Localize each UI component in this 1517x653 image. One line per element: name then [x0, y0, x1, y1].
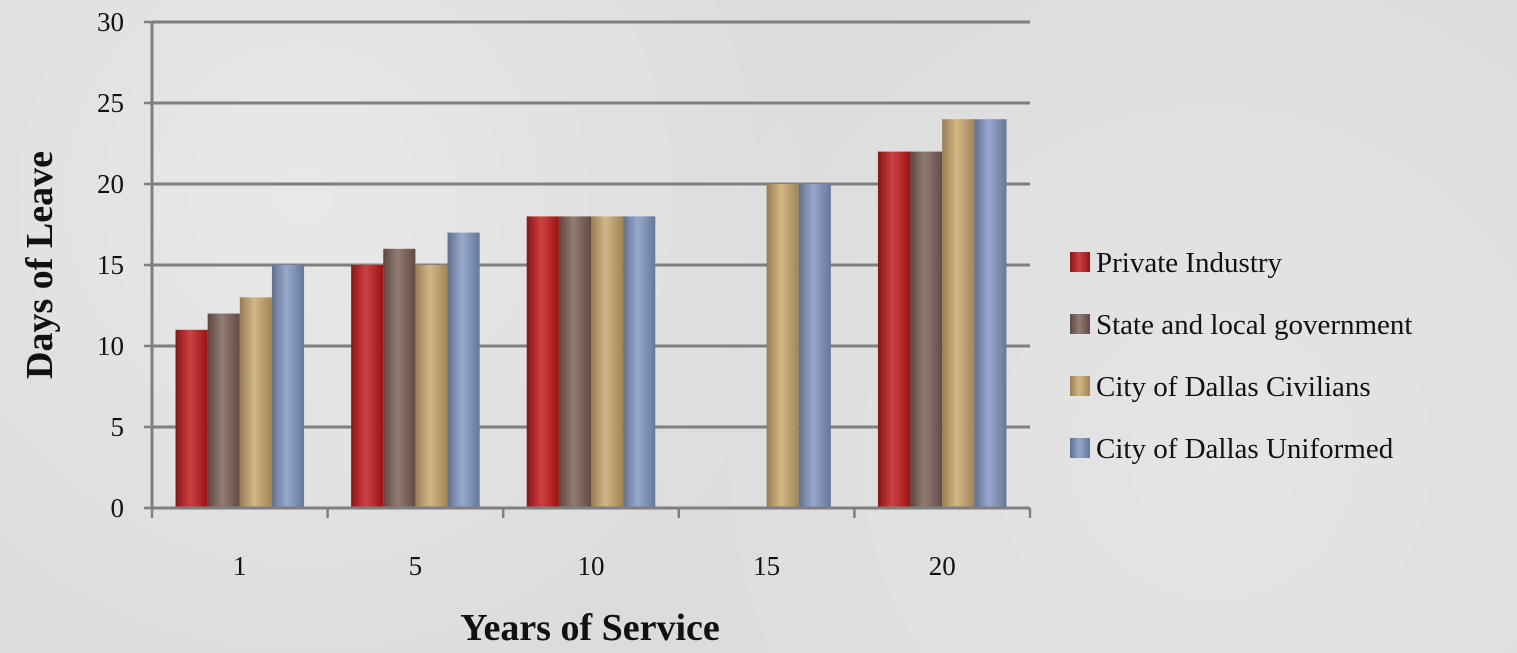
bar-private-industry-1 — [175, 329, 208, 508]
bar-city-of-dallas-uniformed-5 — [447, 232, 480, 508]
y-tick-label: 25 — [97, 88, 124, 118]
bars — [175, 119, 1007, 509]
legend-swatch — [1070, 438, 1090, 458]
bar-city-of-dallas-uniformed-1 — [271, 265, 305, 508]
bar-city-of-dallas-uniformed-20 — [974, 119, 1007, 508]
y-tick-label: 20 — [97, 169, 124, 199]
legend-item: State and local government — [1070, 309, 1412, 341]
y-tick-label: 15 — [97, 250, 124, 280]
y-tick-label: 30 — [97, 7, 124, 37]
bar-private-industry-20 — [877, 151, 911, 508]
x-tick-label: 5 — [409, 551, 423, 581]
legend-label: City of Dallas Uniformed — [1096, 433, 1394, 465]
bar-city-of-dallas-civilians-5 — [415, 265, 448, 508]
y-tick-label: 10 — [97, 331, 124, 361]
bar-city-of-dallas-civilians-10 — [591, 216, 624, 508]
legend-item: City of Dallas Civilians — [1070, 371, 1371, 403]
y-tick-label: 5 — [111, 412, 125, 442]
bar-state-and-local-government-5 — [383, 248, 416, 509]
bar-city-of-dallas-civilians-15 — [766, 184, 799, 508]
x-tick-label: 1 — [233, 551, 247, 581]
legend-swatch — [1070, 314, 1090, 334]
bar-state-and-local-government-10 — [558, 216, 591, 508]
bar-city-of-dallas-uniformed-15 — [798, 184, 831, 508]
legend-label: City of Dallas Civilians — [1096, 371, 1371, 403]
legend-label: State and local government — [1096, 309, 1412, 341]
legend: Private Industry State and local governme… — [1070, 247, 1412, 465]
bar-state-and-local-government-20 — [910, 151, 943, 508]
bar-state-and-local-government-1 — [207, 313, 240, 508]
legend-item: Private Industry — [1070, 247, 1283, 279]
x-tick-labels: 1 5 10 15 20 — [233, 551, 956, 581]
bar-city-of-dallas-civilians-1 — [239, 297, 272, 508]
y-axis-title: Days of Leave — [19, 151, 61, 379]
legend-label: Private Industry — [1096, 247, 1283, 279]
bar-city-of-dallas-uniformed-10 — [623, 216, 656, 508]
x-tick-label: 10 — [578, 551, 605, 581]
bar-city-of-dallas-civilians-20 — [942, 119, 975, 508]
x-tick-label: 20 — [929, 551, 956, 581]
legend-item: City of Dallas Uniformed — [1070, 433, 1394, 465]
bar-private-industry-5 — [351, 265, 384, 508]
y-tick-label: 0 — [111, 493, 125, 523]
legend-swatch — [1070, 376, 1090, 396]
bar-private-industry-10 — [526, 216, 559, 508]
y-tick-labels: 0 5 10 15 20 25 30 — [97, 7, 124, 523]
legend-swatch — [1070, 252, 1090, 272]
x-tick-label: 15 — [753, 551, 780, 581]
axes — [150, 22, 1032, 518]
x-axis-title: Years of Service — [460, 607, 720, 649]
